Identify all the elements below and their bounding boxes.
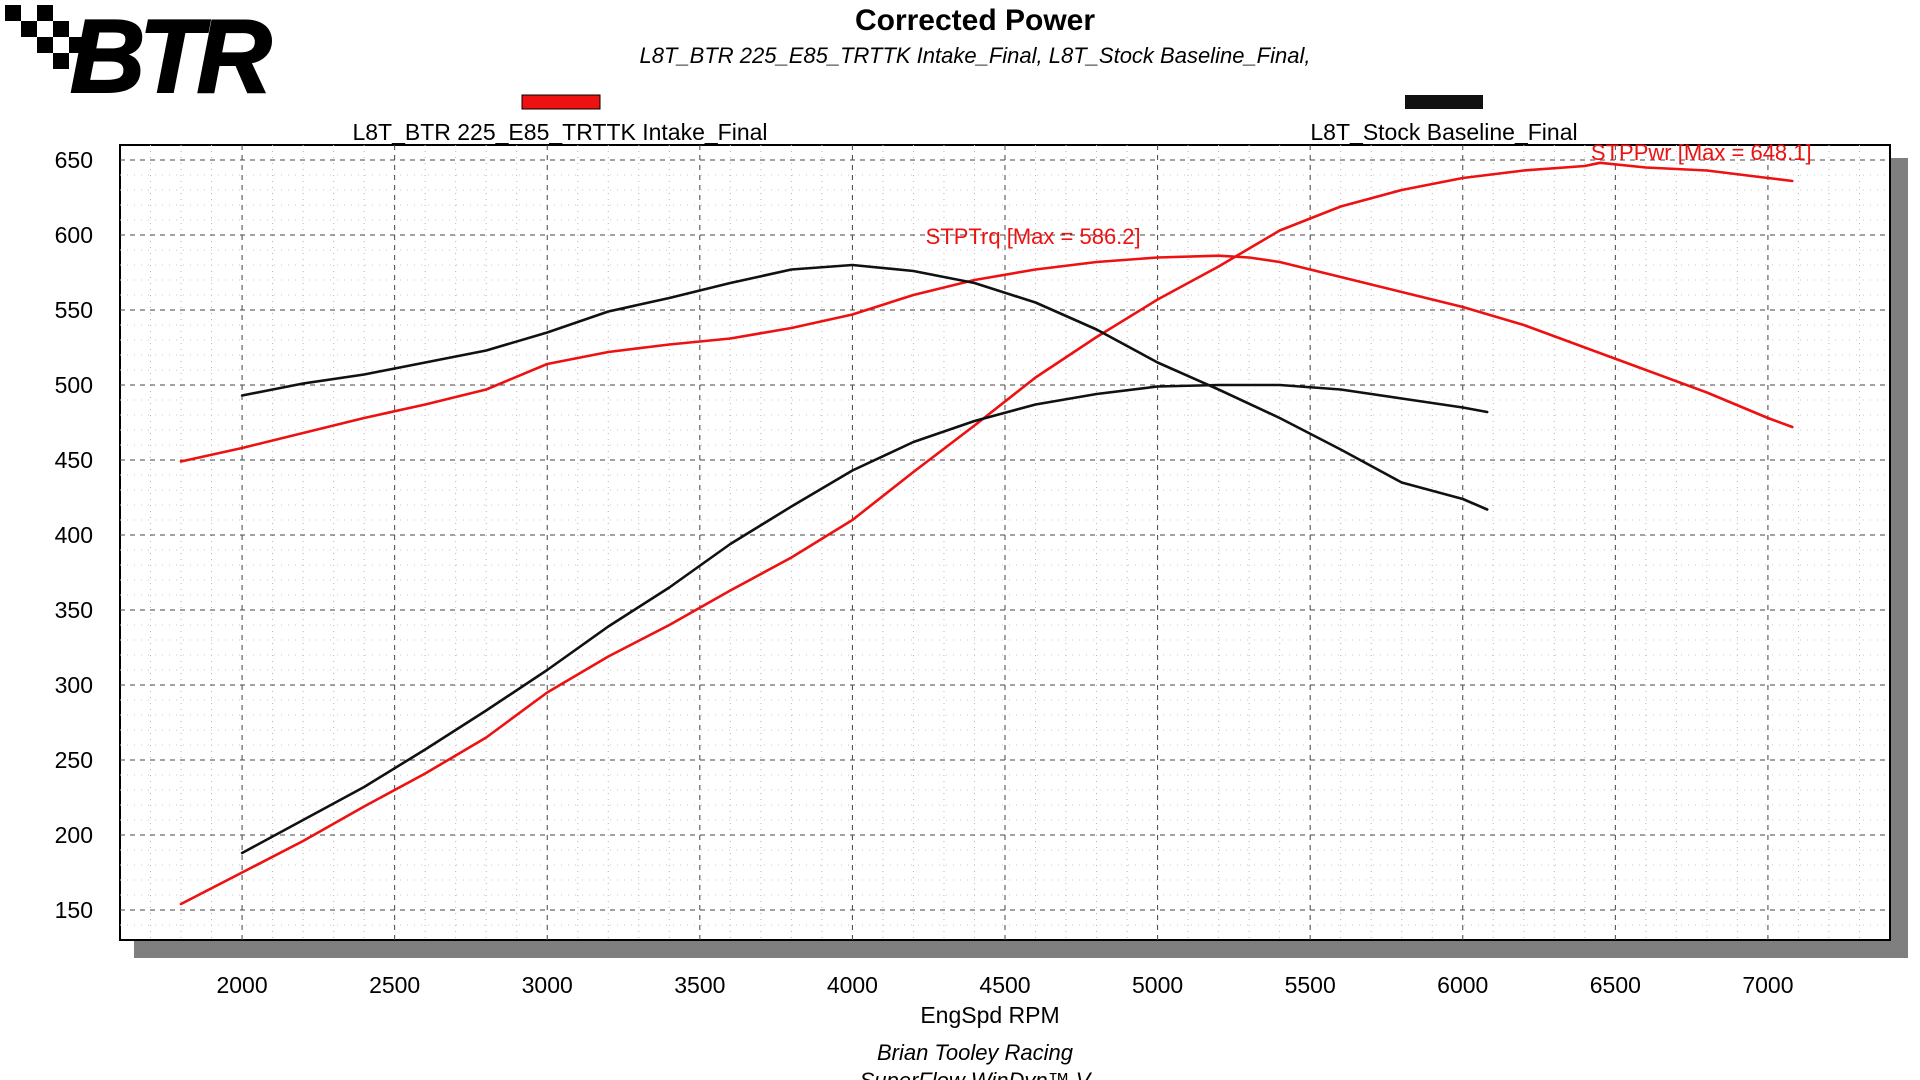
- footer-line-2: SuperFlow WinDyn™ V: [860, 1068, 1093, 1080]
- x-tick-label: 5000: [1132, 972, 1183, 998]
- y-tick-label: 250: [55, 747, 93, 773]
- x-tick-label: 3000: [522, 972, 573, 998]
- x-tick-label: 2000: [216, 972, 267, 998]
- legend-label-btr: L8T_BTR 225_E85_TRTTK Intake_Final: [352, 119, 767, 145]
- x-tick-label: 3500: [674, 972, 725, 998]
- y-tick-label: 350: [55, 597, 93, 623]
- series-line-0: [179, 254, 1794, 463]
- x-tick-label: 2500: [369, 972, 420, 998]
- legend: L8T_BTR 225_E85_TRTTK Intake_Final L8T_S…: [352, 94, 1578, 145]
- series-line-1: [179, 161, 1794, 906]
- plot-area: [119, 144, 1891, 941]
- annotation-label-0: STPPwr [Max = 648.1]: [1591, 140, 1812, 165]
- annotation-label-1: STPTrq [Max = 586.2]: [926, 224, 1141, 249]
- y-tick-label: 600: [55, 222, 93, 248]
- y-tick-label: 150: [55, 897, 93, 923]
- x-tick-label: 4000: [827, 972, 878, 998]
- x-tick-label: 6500: [1590, 972, 1641, 998]
- x-tick-label: 7000: [1742, 972, 1793, 998]
- y-tick-label: 300: [55, 672, 93, 698]
- chart-subtitle: L8T_BTR 225_E85_TRTTK Intake_Final, L8T_…: [640, 43, 1311, 68]
- series-layer: [179, 161, 1794, 906]
- series-line-3: [240, 383, 1489, 855]
- footer-line-1: Brian Tooley Racing: [877, 1040, 1074, 1065]
- legend-swatch-btr: [521, 94, 601, 110]
- x-axis-ticks: 2000 2500 3000 3500 4000 4500 5000 5500 6000 6500…: [216, 972, 1793, 998]
- series-line-2: [240, 263, 1489, 511]
- logo-text: BTR: [70, 0, 272, 115]
- y-tick-label: 650: [55, 147, 93, 173]
- y-tick-label: 400: [55, 522, 93, 548]
- y-tick-label: 550: [55, 297, 93, 323]
- legend-label-stock: L8T_Stock Baseline_Final: [1310, 119, 1577, 145]
- annotations: STPPwr [Max = 648.1] STPTrq [Max = 586.2]: [926, 140, 1812, 249]
- x-axis-label: EngSpd RPM: [920, 1002, 1059, 1028]
- y-axis-ticks: 150 200 250 300 350 400 450 500 550 600 650: [55, 147, 93, 923]
- legend-swatch-stock: [1405, 95, 1483, 109]
- y-tick-label: 200: [55, 822, 93, 848]
- x-tick-label: 6000: [1437, 972, 1488, 998]
- chart-title: Corrected Power: [855, 4, 1095, 37]
- y-tick-label: 450: [55, 447, 93, 473]
- grid: [120, 145, 1890, 940]
- btr-logo: BTR: [5, 0, 279, 116]
- x-tick-label: 5500: [1285, 972, 1336, 998]
- checker-flag-icon: [5, 5, 85, 69]
- x-tick-label: 4500: [979, 972, 1030, 998]
- y-tick-label: 500: [55, 372, 93, 398]
